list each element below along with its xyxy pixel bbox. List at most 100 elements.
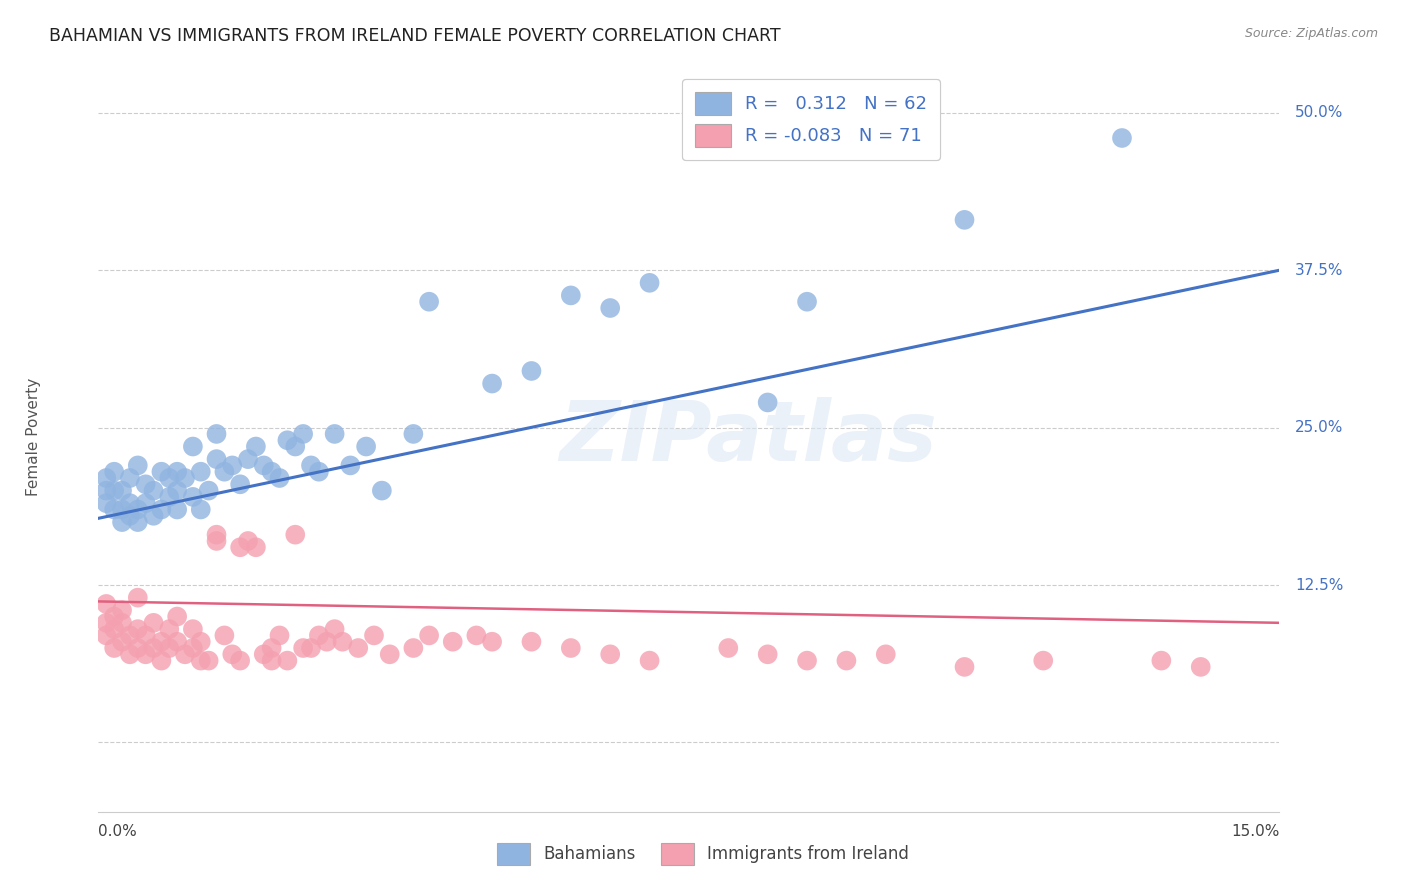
Legend: R =   0.312   N = 62, R = -0.083   N = 71: R = 0.312 N = 62, R = -0.083 N = 71: [682, 79, 939, 160]
Point: [111, 634, 134, 648]
Point: [96, 483, 118, 498]
Point: [441, 634, 464, 648]
Point: [378, 648, 401, 662]
Point: [214, 465, 236, 479]
Point: [118, 628, 141, 642]
Point: [418, 628, 440, 642]
Point: [229, 654, 252, 668]
Text: 12.5%: 12.5%: [1295, 577, 1344, 592]
Text: ZIPatlas: ZIPatlas: [560, 397, 936, 477]
Point: [363, 628, 385, 642]
Text: 25.0%: 25.0%: [1295, 420, 1344, 435]
Point: [111, 483, 134, 498]
Point: [638, 276, 661, 290]
Point: [135, 477, 157, 491]
Point: [96, 496, 118, 510]
Point: [127, 502, 149, 516]
Point: [260, 465, 283, 479]
Point: [835, 654, 858, 668]
Point: [96, 615, 118, 630]
Point: [166, 502, 188, 516]
Point: [520, 364, 543, 378]
Point: [190, 654, 212, 668]
Point: [103, 622, 125, 636]
Point: [135, 648, 157, 662]
Point: [214, 628, 236, 642]
Point: [157, 471, 180, 485]
Point: [1150, 654, 1173, 668]
Point: [253, 648, 276, 662]
Point: [276, 434, 298, 448]
Point: [229, 541, 252, 555]
Point: [111, 603, 134, 617]
Point: [953, 212, 976, 227]
Point: [323, 622, 346, 636]
Point: [269, 628, 291, 642]
Point: [118, 508, 141, 523]
Point: [166, 483, 188, 498]
Point: [221, 458, 243, 473]
Point: [127, 622, 149, 636]
Text: BAHAMIAN VS IMMIGRANTS FROM IRELAND FEMALE POVERTY CORRELATION CHART: BAHAMIAN VS IMMIGRANTS FROM IRELAND FEMA…: [49, 27, 780, 45]
Point: [190, 465, 212, 479]
Point: [308, 628, 330, 642]
Point: [174, 471, 197, 485]
Point: [292, 640, 315, 655]
Point: [229, 477, 252, 491]
Text: Female Poverty: Female Poverty: [25, 378, 41, 496]
Point: [103, 465, 125, 479]
Point: [284, 440, 307, 454]
Point: [560, 288, 582, 302]
Point: [142, 640, 165, 655]
Point: [142, 483, 165, 498]
Point: [96, 628, 118, 642]
Point: [142, 615, 165, 630]
Point: [418, 294, 440, 309]
Point: [118, 496, 141, 510]
Point: [284, 527, 307, 541]
Point: [181, 440, 204, 454]
Point: [245, 541, 267, 555]
Point: [260, 654, 283, 668]
Point: [339, 458, 361, 473]
Legend: Bahamians, Immigrants from Ireland: Bahamians, Immigrants from Ireland: [486, 833, 920, 875]
Point: [323, 426, 346, 441]
Point: [1032, 654, 1054, 668]
Point: [953, 660, 976, 674]
Text: 37.5%: 37.5%: [1295, 263, 1344, 277]
Text: 50.0%: 50.0%: [1295, 105, 1344, 120]
Point: [127, 515, 149, 529]
Point: [332, 634, 354, 648]
Point: [796, 294, 818, 309]
Point: [347, 640, 370, 655]
Point: [236, 533, 259, 548]
Point: [118, 471, 141, 485]
Point: [96, 471, 118, 485]
Point: [299, 458, 322, 473]
Point: [599, 648, 621, 662]
Point: [560, 640, 582, 655]
Point: [181, 622, 204, 636]
Point: [245, 440, 267, 454]
Point: [638, 654, 661, 668]
Point: [315, 634, 337, 648]
Point: [205, 527, 228, 541]
Point: [465, 628, 488, 642]
Point: [157, 622, 180, 636]
Point: [157, 640, 180, 655]
Point: [111, 615, 134, 630]
Point: [103, 483, 125, 498]
Text: 0.0%: 0.0%: [98, 824, 138, 839]
Point: [299, 640, 322, 655]
Point: [181, 490, 204, 504]
Point: [127, 591, 149, 605]
Point: [205, 533, 228, 548]
Point: [756, 648, 779, 662]
Point: [103, 640, 125, 655]
Point: [150, 654, 173, 668]
Point: [520, 634, 543, 648]
Point: [371, 483, 394, 498]
Point: [135, 628, 157, 642]
Point: [127, 458, 149, 473]
Point: [135, 496, 157, 510]
